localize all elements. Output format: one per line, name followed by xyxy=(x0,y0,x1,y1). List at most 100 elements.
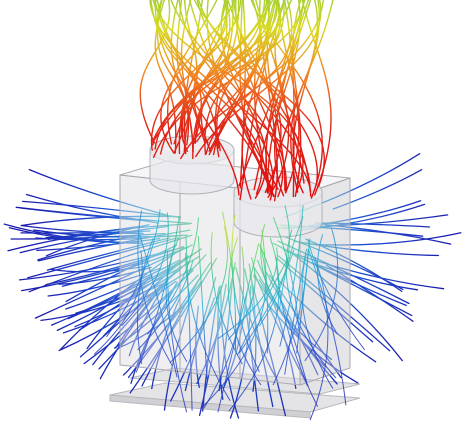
streamline xyxy=(217,243,260,413)
streamline xyxy=(310,261,419,291)
streamline xyxy=(137,259,194,351)
streamline xyxy=(307,249,347,406)
streamline xyxy=(296,238,311,354)
streamline xyxy=(156,0,240,196)
streamline xyxy=(255,0,290,198)
streamline xyxy=(235,266,279,382)
streamline xyxy=(154,0,278,150)
streamline xyxy=(22,200,182,218)
streamline xyxy=(50,275,153,326)
streamline xyxy=(146,217,199,335)
streamline xyxy=(65,244,178,303)
streamline xyxy=(121,212,169,327)
streamline xyxy=(227,236,262,386)
streamline xyxy=(198,283,227,417)
streamline xyxy=(235,0,287,194)
streamline xyxy=(173,0,228,145)
upper-streamlines xyxy=(139,0,334,202)
streamline xyxy=(135,216,180,373)
streamline xyxy=(129,257,218,394)
streamline xyxy=(65,259,181,310)
streamline xyxy=(277,240,410,305)
streamline xyxy=(272,242,413,317)
streamline xyxy=(284,248,307,375)
streamline xyxy=(166,250,188,413)
streamline xyxy=(231,214,260,373)
streamline xyxy=(201,245,267,409)
streamline xyxy=(170,0,194,160)
streamline xyxy=(195,305,200,389)
streamline xyxy=(210,232,243,365)
streamline xyxy=(228,237,280,412)
streamline xyxy=(220,0,268,199)
streamline xyxy=(67,251,197,320)
streamline xyxy=(62,267,193,334)
streamline xyxy=(214,0,234,158)
streamline xyxy=(160,0,236,154)
streamline xyxy=(249,274,287,417)
streamline xyxy=(154,0,177,154)
streamline xyxy=(50,265,145,273)
streamline xyxy=(136,237,154,364)
streamline xyxy=(285,229,337,379)
streamline xyxy=(266,0,301,194)
streamline xyxy=(260,224,281,310)
streamline xyxy=(7,226,139,252)
streamline xyxy=(139,0,171,144)
base-plate xyxy=(129,367,361,395)
streamline xyxy=(170,0,284,198)
streamline xyxy=(277,255,391,352)
base-plates xyxy=(109,367,361,419)
streamline xyxy=(197,0,325,188)
streamline xyxy=(150,0,221,152)
streamline xyxy=(307,239,366,351)
streamline xyxy=(176,0,206,144)
streamline xyxy=(316,234,338,335)
streamline xyxy=(229,285,252,419)
streamline xyxy=(189,0,274,191)
streamline xyxy=(58,266,152,285)
streamline xyxy=(19,225,169,254)
streamline xyxy=(20,260,146,292)
inner-streamlines xyxy=(93,205,366,421)
streamline xyxy=(278,234,404,291)
streamline xyxy=(36,238,161,252)
streamline xyxy=(185,236,193,411)
streamline xyxy=(279,205,304,347)
streamline xyxy=(56,265,177,332)
streamline xyxy=(173,0,198,154)
streamline xyxy=(18,249,174,281)
streamline xyxy=(236,256,290,356)
streamline xyxy=(197,235,208,380)
streamline xyxy=(35,237,144,241)
streamline xyxy=(130,281,178,384)
streamline xyxy=(46,237,171,271)
streamline xyxy=(178,0,229,155)
streamline xyxy=(217,286,224,400)
base-edge xyxy=(109,394,311,419)
streamline xyxy=(20,215,181,227)
streamline xyxy=(292,0,319,194)
streamline xyxy=(61,246,190,287)
streamline xyxy=(259,244,308,383)
streamline xyxy=(98,254,207,370)
streamline xyxy=(217,247,278,340)
streamline xyxy=(86,274,153,350)
streamline xyxy=(28,168,168,216)
streamline xyxy=(309,256,329,421)
streamline xyxy=(20,207,144,222)
streamline xyxy=(253,272,309,387)
streamline xyxy=(283,249,445,290)
streamline xyxy=(304,228,339,362)
streamline xyxy=(141,275,202,387)
streamline xyxy=(195,0,322,158)
streamline xyxy=(27,237,179,279)
streamline xyxy=(137,210,173,366)
streamline xyxy=(25,193,160,224)
streamline xyxy=(28,234,193,293)
streamline xyxy=(239,0,275,197)
streamline xyxy=(293,240,440,257)
streamline xyxy=(10,232,166,240)
coil-body xyxy=(149,150,235,195)
